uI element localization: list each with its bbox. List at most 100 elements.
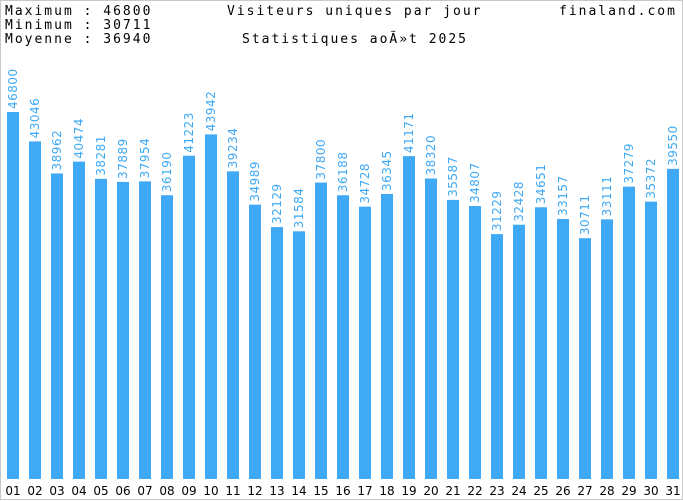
value-label-05: 38281 xyxy=(94,135,108,176)
x-tick-30: 30 xyxy=(643,484,658,498)
bar-11 xyxy=(227,171,239,479)
bar-16 xyxy=(337,195,349,480)
x-tick-18: 18 xyxy=(379,484,394,498)
x-tick-06: 06 xyxy=(115,484,130,498)
value-label-11: 39234 xyxy=(226,128,240,169)
x-tick-19: 19 xyxy=(401,484,416,498)
value-label-03: 38962 xyxy=(50,130,64,171)
x-tick-04: 04 xyxy=(71,484,86,498)
x-tick-07: 07 xyxy=(137,484,152,498)
bar-28 xyxy=(601,219,613,479)
bar-04 xyxy=(73,161,85,480)
bar-01 xyxy=(7,112,19,479)
value-label-25: 34651 xyxy=(534,164,548,205)
x-tick-16: 16 xyxy=(335,484,350,498)
site-name: finaland.com xyxy=(559,4,677,19)
x-tick-22: 22 xyxy=(467,484,482,498)
max-stat: Maximum : 46800 xyxy=(5,4,153,19)
value-label-14: 31584 xyxy=(292,188,306,229)
bar-12 xyxy=(249,204,261,479)
x-tick-25: 25 xyxy=(533,484,548,498)
bar-31 xyxy=(667,168,679,479)
x-tick-27: 27 xyxy=(577,484,592,498)
value-label-30: 35372 xyxy=(644,158,658,199)
bar-03 xyxy=(51,173,63,479)
value-label-15: 37800 xyxy=(314,139,328,180)
avg-stat: Moyenne : 36940 xyxy=(5,32,153,47)
value-label-07: 37954 xyxy=(138,138,152,179)
bar-22 xyxy=(469,206,481,479)
bar-05 xyxy=(95,178,107,479)
x-tick-03: 03 xyxy=(49,484,64,498)
value-label-18: 36345 xyxy=(380,150,394,191)
bar-08 xyxy=(161,195,173,480)
value-label-19: 41171 xyxy=(402,112,416,153)
x-tick-14: 14 xyxy=(291,484,306,498)
bar-20 xyxy=(425,178,437,479)
chart-subtitle: Statistiques aoÃ»t 2025 xyxy=(242,32,469,47)
bar-18 xyxy=(381,193,393,479)
bar-21 xyxy=(447,199,459,479)
bar-06 xyxy=(117,181,129,479)
value-label-22: 34807 xyxy=(468,162,482,203)
value-label-24: 32428 xyxy=(512,181,526,222)
value-label-04: 40474 xyxy=(72,118,86,159)
bar-25 xyxy=(535,207,547,480)
x-tick-11: 11 xyxy=(225,484,240,498)
bar-23 xyxy=(491,234,503,479)
x-tick-10: 10 xyxy=(203,484,218,498)
chart-title: Visiteurs uniques par jour xyxy=(227,4,483,19)
value-label-27: 30711 xyxy=(578,194,592,235)
value-label-28: 33111 xyxy=(600,176,614,217)
value-label-06: 37889 xyxy=(116,138,130,179)
x-tick-12: 12 xyxy=(247,484,262,498)
x-tick-13: 13 xyxy=(269,484,284,498)
x-tick-08: 08 xyxy=(159,484,174,498)
value-label-23: 31229 xyxy=(490,190,504,231)
value-label-01: 46800 xyxy=(6,68,20,109)
x-tick-09: 09 xyxy=(181,484,196,498)
bar-15 xyxy=(315,182,327,480)
value-label-16: 36188 xyxy=(336,152,350,193)
bar-07 xyxy=(139,181,151,480)
x-tick-17: 17 xyxy=(357,484,372,498)
value-label-20: 38320 xyxy=(424,135,438,176)
x-tick-31: 31 xyxy=(665,484,680,498)
x-tick-15: 15 xyxy=(313,484,328,498)
value-label-09: 41223 xyxy=(182,112,196,153)
value-label-13: 32129 xyxy=(270,183,284,224)
x-tick-26: 26 xyxy=(555,484,570,498)
x-tick-23: 23 xyxy=(489,484,504,498)
x-tick-21: 21 xyxy=(445,484,460,498)
value-label-10: 43942 xyxy=(204,91,218,132)
x-tick-05: 05 xyxy=(93,484,108,498)
bar-02 xyxy=(29,141,41,479)
bar-09 xyxy=(183,155,195,479)
bar-29 xyxy=(623,186,635,479)
bar-17 xyxy=(359,206,371,479)
value-label-26: 33157 xyxy=(556,175,570,216)
bar-19 xyxy=(403,156,415,479)
bar-14 xyxy=(293,231,305,479)
value-label-17: 34728 xyxy=(358,163,372,204)
bar-13 xyxy=(271,227,283,479)
x-tick-28: 28 xyxy=(599,484,614,498)
value-label-02: 43046 xyxy=(28,98,42,139)
bar-30 xyxy=(645,201,657,479)
bar-26 xyxy=(557,218,569,480)
value-label-29: 37279 xyxy=(622,143,636,184)
bar-10 xyxy=(205,134,217,479)
bar-24 xyxy=(513,224,525,479)
x-tick-02: 02 xyxy=(27,484,42,498)
value-label-31: 39550 xyxy=(666,125,680,166)
x-tick-29: 29 xyxy=(621,484,636,498)
value-label-08: 36190 xyxy=(160,152,174,193)
x-tick-01: 01 xyxy=(5,484,20,498)
x-tick-20: 20 xyxy=(423,484,438,498)
x-tick-24: 24 xyxy=(511,484,526,498)
min-stat: Minimum : 30711 xyxy=(5,18,153,33)
value-label-12: 34989 xyxy=(248,161,262,202)
bar-27 xyxy=(579,238,591,479)
